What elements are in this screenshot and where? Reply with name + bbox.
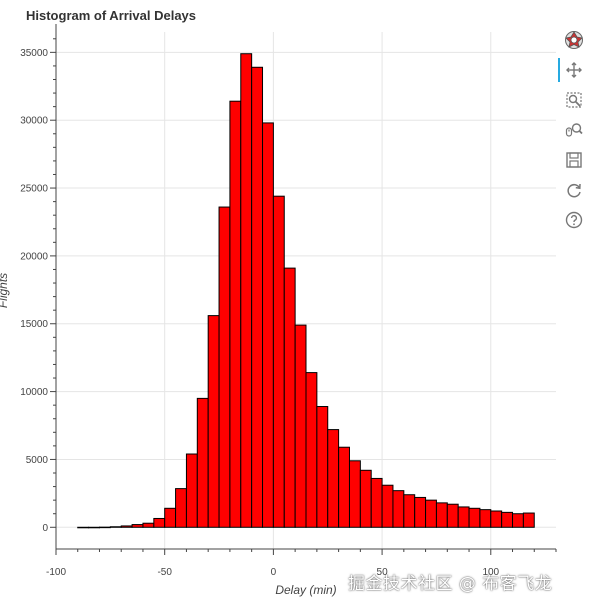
histogram-bar [164,507,177,528]
histogram-bar [283,267,296,528]
histogram-bar [120,525,133,528]
x-tick-label: 0 [271,567,277,578]
histogram-bar [425,499,437,528]
histogram-bar [272,195,285,528]
histogram-bar [88,526,100,529]
tick-labels: 0 5000 10000 15000 20000 25000 30000 35000 -100 -… [20,48,499,578]
histogram-bar [522,512,535,528]
histogram-bar [414,496,427,528]
y-axis-label: Flights [0,273,10,308]
histogram-bar [316,406,329,528]
chart-title: Histogram of Arrival Delays [26,8,197,23]
histogram-bar [468,507,481,528]
histogram-bar [251,66,264,528]
bokeh-logo-icon[interactable] [560,28,588,52]
histogram-bar [109,526,122,528]
histogram-bar [305,372,318,528]
y-tick-label: 0 [42,523,48,534]
histogram-bar [218,206,231,528]
histogram-bar [229,100,242,528]
histogram-bar [196,397,209,528]
histogram-bar [338,446,350,528]
x-tick-label: -50 [157,567,172,578]
x-tick-label: -100 [46,567,66,578]
help-icon[interactable] [560,208,588,232]
histogram-bar [446,503,459,528]
y-tick-label: 10000 [20,387,48,398]
histogram-bar [479,509,492,528]
y-tick-label: 5000 [26,455,49,466]
save-icon[interactable] [560,148,588,172]
watermark-text: 掘金技术社区 @ 布客飞龙 [348,574,553,594]
histogram-bar [294,324,307,528]
histogram-bar [98,526,111,529]
box-zoom-icon[interactable] [560,88,588,112]
histogram-bar [207,315,220,528]
histogram-bar [77,526,90,529]
histogram-bar [262,122,274,528]
histogram-bar [403,494,416,528]
histogram-bar [435,502,448,528]
x-tick-label: 50 [377,567,389,578]
histogram-bar [457,506,470,528]
histogram-bar [185,453,198,528]
histogram-bar [153,517,166,528]
axes [50,24,557,555]
x-tick-label: 100 [482,567,499,578]
histogram-bar [392,490,405,528]
histogram-bar [142,522,155,528]
histogram-bar [348,460,361,528]
y-tick-label: 20000 [20,251,48,262]
active-tool-indicator [558,58,560,82]
histogram-bar [240,53,253,528]
y-tick-label: 35000 [20,48,48,59]
x-axis-label: Delay (min) [275,583,336,597]
histogram-bars [77,53,535,529]
wheel-zoom-icon[interactable] [560,118,588,142]
histogram-bar [131,524,144,528]
reset-icon[interactable] [560,178,588,202]
y-tick-label: 30000 [20,116,48,127]
histogram-bar [501,511,514,528]
histogram-bar [370,477,383,528]
histogram-bar [327,429,340,528]
histogram-bar [490,510,503,528]
histogram-bar [359,469,372,528]
histogram-bar [175,488,187,528]
y-tick-label: 25000 [20,184,48,195]
histogram-bar [512,513,524,528]
y-tick-label: 15000 [20,319,48,330]
pan-icon[interactable] [560,58,588,82]
histogram-bar [381,484,394,528]
